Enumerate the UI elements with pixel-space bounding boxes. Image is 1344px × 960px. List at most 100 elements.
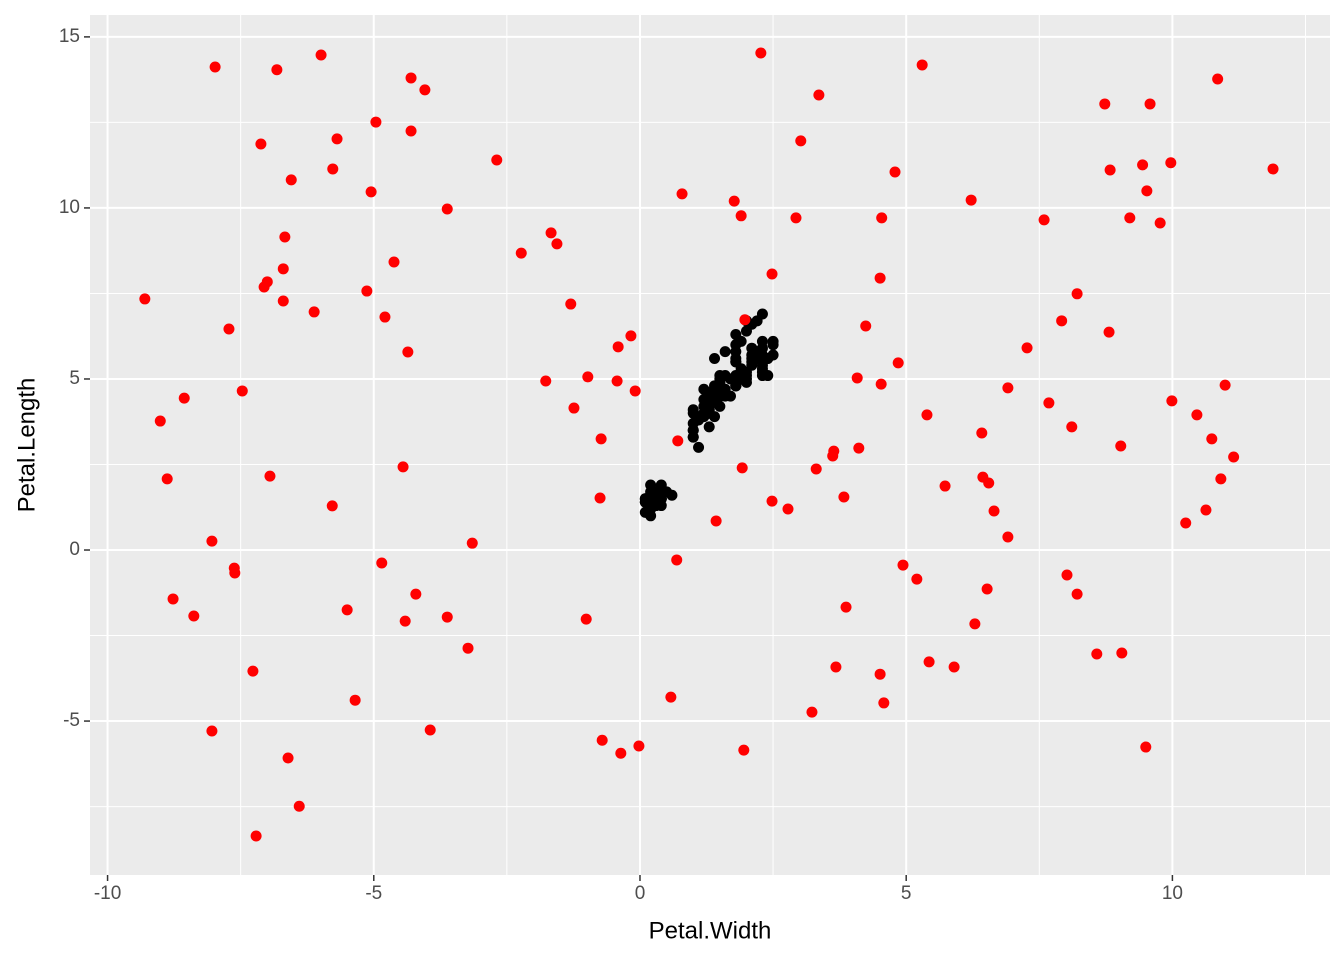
point [349, 694, 361, 706]
point [1116, 647, 1128, 659]
point [441, 203, 453, 215]
point [767, 349, 779, 361]
point [916, 59, 928, 71]
point [1137, 159, 1149, 171]
point [1104, 164, 1116, 176]
point [921, 409, 933, 421]
point [810, 463, 822, 475]
point [728, 195, 740, 207]
point [612, 341, 624, 353]
point [247, 665, 259, 677]
point [466, 537, 478, 549]
point [853, 442, 865, 454]
point [1140, 741, 1152, 753]
axes: -10 -5 0 5 10 -5 0 5 10 15 [59, 26, 1183, 904]
point [1002, 531, 1014, 543]
point [1021, 342, 1033, 354]
point [361, 285, 373, 297]
point [206, 725, 218, 737]
point [139, 293, 151, 305]
point [840, 601, 852, 613]
point [277, 295, 289, 307]
point [188, 610, 200, 622]
point [666, 489, 678, 501]
point [1228, 451, 1240, 463]
point [709, 352, 721, 364]
point [795, 135, 807, 147]
point [874, 668, 886, 680]
point [1061, 569, 1073, 581]
point [229, 567, 241, 579]
point [625, 330, 637, 342]
y-tick-label: 5 [69, 368, 80, 389]
point [703, 404, 715, 416]
point [860, 320, 872, 332]
point [766, 495, 778, 507]
point [1071, 588, 1083, 600]
point [1215, 473, 1227, 485]
point [672, 435, 684, 447]
point [565, 298, 577, 310]
point [308, 306, 320, 318]
point [703, 421, 715, 433]
x-axis-title: Petal.Width [649, 917, 772, 944]
point [376, 557, 388, 569]
point [261, 276, 273, 288]
point [1180, 517, 1192, 529]
point [1141, 185, 1153, 197]
point [983, 477, 995, 489]
point [693, 441, 705, 453]
point [410, 588, 422, 600]
point [405, 72, 417, 84]
point [687, 431, 699, 443]
point [1200, 504, 1212, 516]
x-tick-label: 5 [901, 883, 912, 904]
point [388, 256, 400, 268]
point [976, 427, 988, 439]
point [209, 61, 221, 73]
point [730, 370, 742, 382]
point [735, 335, 747, 347]
point [611, 375, 623, 387]
point [1115, 440, 1127, 452]
point [710, 515, 722, 527]
point [1071, 288, 1083, 300]
point [331, 133, 343, 145]
point [424, 724, 436, 736]
x-tick-label: -10 [94, 883, 121, 904]
point [293, 800, 305, 812]
point [629, 385, 641, 397]
point [1043, 397, 1055, 409]
point [736, 462, 748, 474]
point [756, 359, 768, 371]
point [965, 194, 977, 206]
point [595, 433, 607, 445]
y-tick-label: -5 [63, 710, 80, 731]
point [441, 611, 453, 623]
point [645, 496, 657, 508]
y-tick-label: 0 [69, 539, 80, 560]
point [167, 593, 179, 605]
point [1165, 157, 1177, 169]
point [969, 618, 981, 630]
point [755, 47, 767, 59]
point [615, 747, 627, 759]
point [714, 370, 726, 382]
point [594, 492, 606, 504]
point [897, 559, 909, 571]
point [633, 740, 645, 752]
point [1002, 382, 1014, 394]
point [515, 247, 527, 259]
point [206, 535, 218, 547]
point [923, 656, 935, 668]
point [1206, 433, 1218, 445]
point [178, 392, 190, 404]
point [981, 583, 993, 595]
point [889, 166, 901, 178]
point [402, 346, 414, 358]
point [645, 479, 657, 491]
point [719, 346, 731, 358]
point [782, 503, 794, 515]
